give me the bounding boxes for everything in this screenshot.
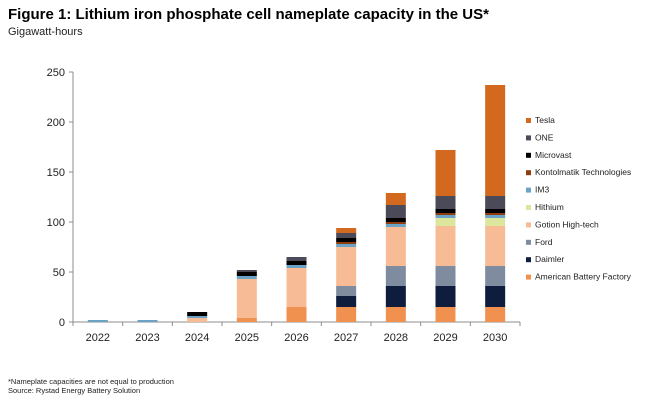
legend-label: Microvast	[535, 150, 572, 160]
bar-segment: Hithium 2030: 8	[485, 218, 506, 226]
legend-label: Kontolmatik Technologies	[535, 167, 631, 177]
bar-segment: Tesla 2029: 46	[435, 150, 456, 196]
legend-swatch	[526, 257, 531, 263]
x-tick-label: 2025	[235, 332, 259, 344]
bar-segment: IM3 2028: 3	[385, 224, 406, 227]
bar-segment: IM3 2027: 3	[336, 244, 357, 247]
chart-legend: Tesla ONE Microvast Kontolmatik Technologie…	[526, 115, 632, 282]
legend-swatch	[526, 152, 531, 158]
bar-segment: ONE 2030: 13	[485, 196, 506, 209]
bar-segment: American Battery Factory 2027: 15	[336, 307, 357, 322]
y-tick-label: 0	[59, 317, 65, 329]
bar-segment: Gotion High-tech 2030: 40	[485, 226, 506, 266]
bar-segment: Ford 2030: 20	[485, 266, 506, 286]
bar-segment: ONE 2029: 13	[435, 196, 456, 209]
bar-segment: ONE 2028: 13	[385, 205, 406, 218]
bar-segment: Hithium 2029: 8	[435, 218, 456, 226]
bar-segment: Gotion High-tech 2024: 4	[187, 318, 208, 322]
bar-segment: IM3 2023: 2	[137, 320, 158, 322]
x-tick-label: 2028	[384, 332, 408, 344]
y-tick-label: 250	[47, 67, 65, 79]
bar-segment: Tesla 2027: 5	[336, 228, 357, 233]
bar-segment: Microvast 2027: 4	[336, 238, 357, 242]
source-note: Source: Rystad Energy Battery Solution	[8, 386, 141, 395]
bar-segment: Kontolmatik Technologies 2027: 2	[336, 242, 357, 244]
bar-segment: IM3 2024: 2	[187, 316, 208, 318]
bar-segment: Tesla 2030: 111	[485, 85, 506, 196]
legend-swatch	[526, 118, 531, 123]
bar-segment: American Battery Factory 2029: 15	[435, 307, 456, 322]
legend-swatch	[526, 239, 531, 245]
legend-swatch	[526, 187, 531, 193]
bar-segment: Gotion High-tech 2025: 39	[236, 279, 257, 318]
legend-label: Daimler	[535, 254, 564, 264]
bar-segment: Gotion High-tech 2027: 39	[336, 247, 357, 286]
bar-segment: American Battery Factory 2025: 4	[236, 318, 257, 322]
bar-segment: American Battery Factory 2028: 15	[385, 307, 406, 322]
bar-segment: Daimler 2027: 11	[336, 296, 357, 307]
bar-segment: IM3 2025: 3	[236, 276, 257, 279]
chart-title: Figure 1: Lithium iron phosphate cell na…	[8, 6, 489, 23]
legend-label: Hithium	[535, 202, 564, 212]
y-tick-label: 200	[47, 117, 65, 129]
legend-label: ONE	[535, 132, 554, 142]
bar-segment: ONE 2027: 5	[336, 233, 357, 238]
bar-segment: Gotion High-tech 2028: 39	[385, 227, 406, 266]
chart-bars: IM3 2022: 2 IM3 2023: 2 Gotion High-tech 2…	[87, 85, 506, 322]
x-tick-label: 2030	[483, 332, 507, 344]
bar-segment: Daimler 2028: 21	[385, 286, 406, 307]
bar-segment: ONE 2025: 2	[236, 270, 257, 272]
bar-segment: ONE 2026: 4	[286, 257, 307, 261]
bar-segment: Microvast 2028: 4	[385, 218, 406, 222]
bar-segment: American Battery Factory 2026: 15	[286, 307, 307, 322]
x-tick-label: 2029	[433, 332, 457, 344]
bar-segment: IM3 2029: 3	[435, 215, 456, 218]
legend-label: American Battery Factory	[535, 272, 632, 282]
y-tick-label: 150	[47, 167, 65, 179]
legend-swatch	[526, 222, 531, 228]
legend-label: IM3	[535, 185, 549, 195]
x-tick-label: 2023	[135, 332, 159, 344]
legend-label: Gotion High-tech	[535, 219, 599, 229]
legend-label: Tesla	[535, 115, 555, 125]
chart-subtitle: Gigawatt-hours	[8, 26, 83, 38]
x-tick-label: 2022	[86, 332, 110, 344]
bar-segment: Microvast 2029: 4	[435, 209, 456, 213]
bar-segment: Kontolmatik Technologies 2030: 2	[485, 213, 506, 215]
footnote: *Nameplate capacities are not equal to p…	[8, 377, 174, 386]
legend-swatch	[526, 274, 531, 280]
legend-swatch	[526, 135, 531, 141]
bar-segment: Kontolmatik Technologies 2028: 2	[385, 222, 406, 224]
bar-segment: Daimler 2030: 21	[485, 286, 506, 307]
x-tick-label: 2024	[185, 332, 209, 344]
legend-swatch	[526, 170, 531, 176]
bar-segment: Microvast 2026: 4	[286, 261, 307, 265]
bar-segment: Ford 2028: 20	[385, 266, 406, 286]
bar-segment: Gotion High-tech 2026: 39	[286, 268, 307, 307]
bar-segment: Daimler 2029: 21	[435, 286, 456, 307]
bar-segment: IM3 2026: 3	[286, 265, 307, 268]
y-tick-label: 50	[53, 267, 65, 279]
bar-segment: IM3 2022: 2	[87, 320, 108, 322]
bar-segment: Microvast 2024: 4	[187, 312, 208, 316]
bar-segment: Microvast 2025: 4	[236, 272, 257, 276]
bar-segment: Kontolmatik Technologies 2029: 2	[435, 213, 456, 215]
x-tick-label: 2027	[334, 332, 358, 344]
legend-swatch	[526, 205, 531, 210]
bar-segment: Microvast 2030: 4	[485, 209, 506, 213]
y-tick-label: 100	[47, 217, 65, 229]
bar-segment: Ford 2027: 10	[336, 286, 357, 296]
bar-segment: Tesla 2028: 12	[385, 193, 406, 205]
bar-segment: Ford 2029: 20	[435, 266, 456, 286]
bar-segment: American Battery Factory 2030: 15	[485, 307, 506, 322]
x-tick-label: 2026	[284, 332, 308, 344]
legend-label: Ford	[535, 237, 553, 247]
bar-segment: Gotion High-tech 2029: 40	[435, 226, 456, 266]
bar-segment: IM3 2030: 3	[485, 215, 506, 218]
